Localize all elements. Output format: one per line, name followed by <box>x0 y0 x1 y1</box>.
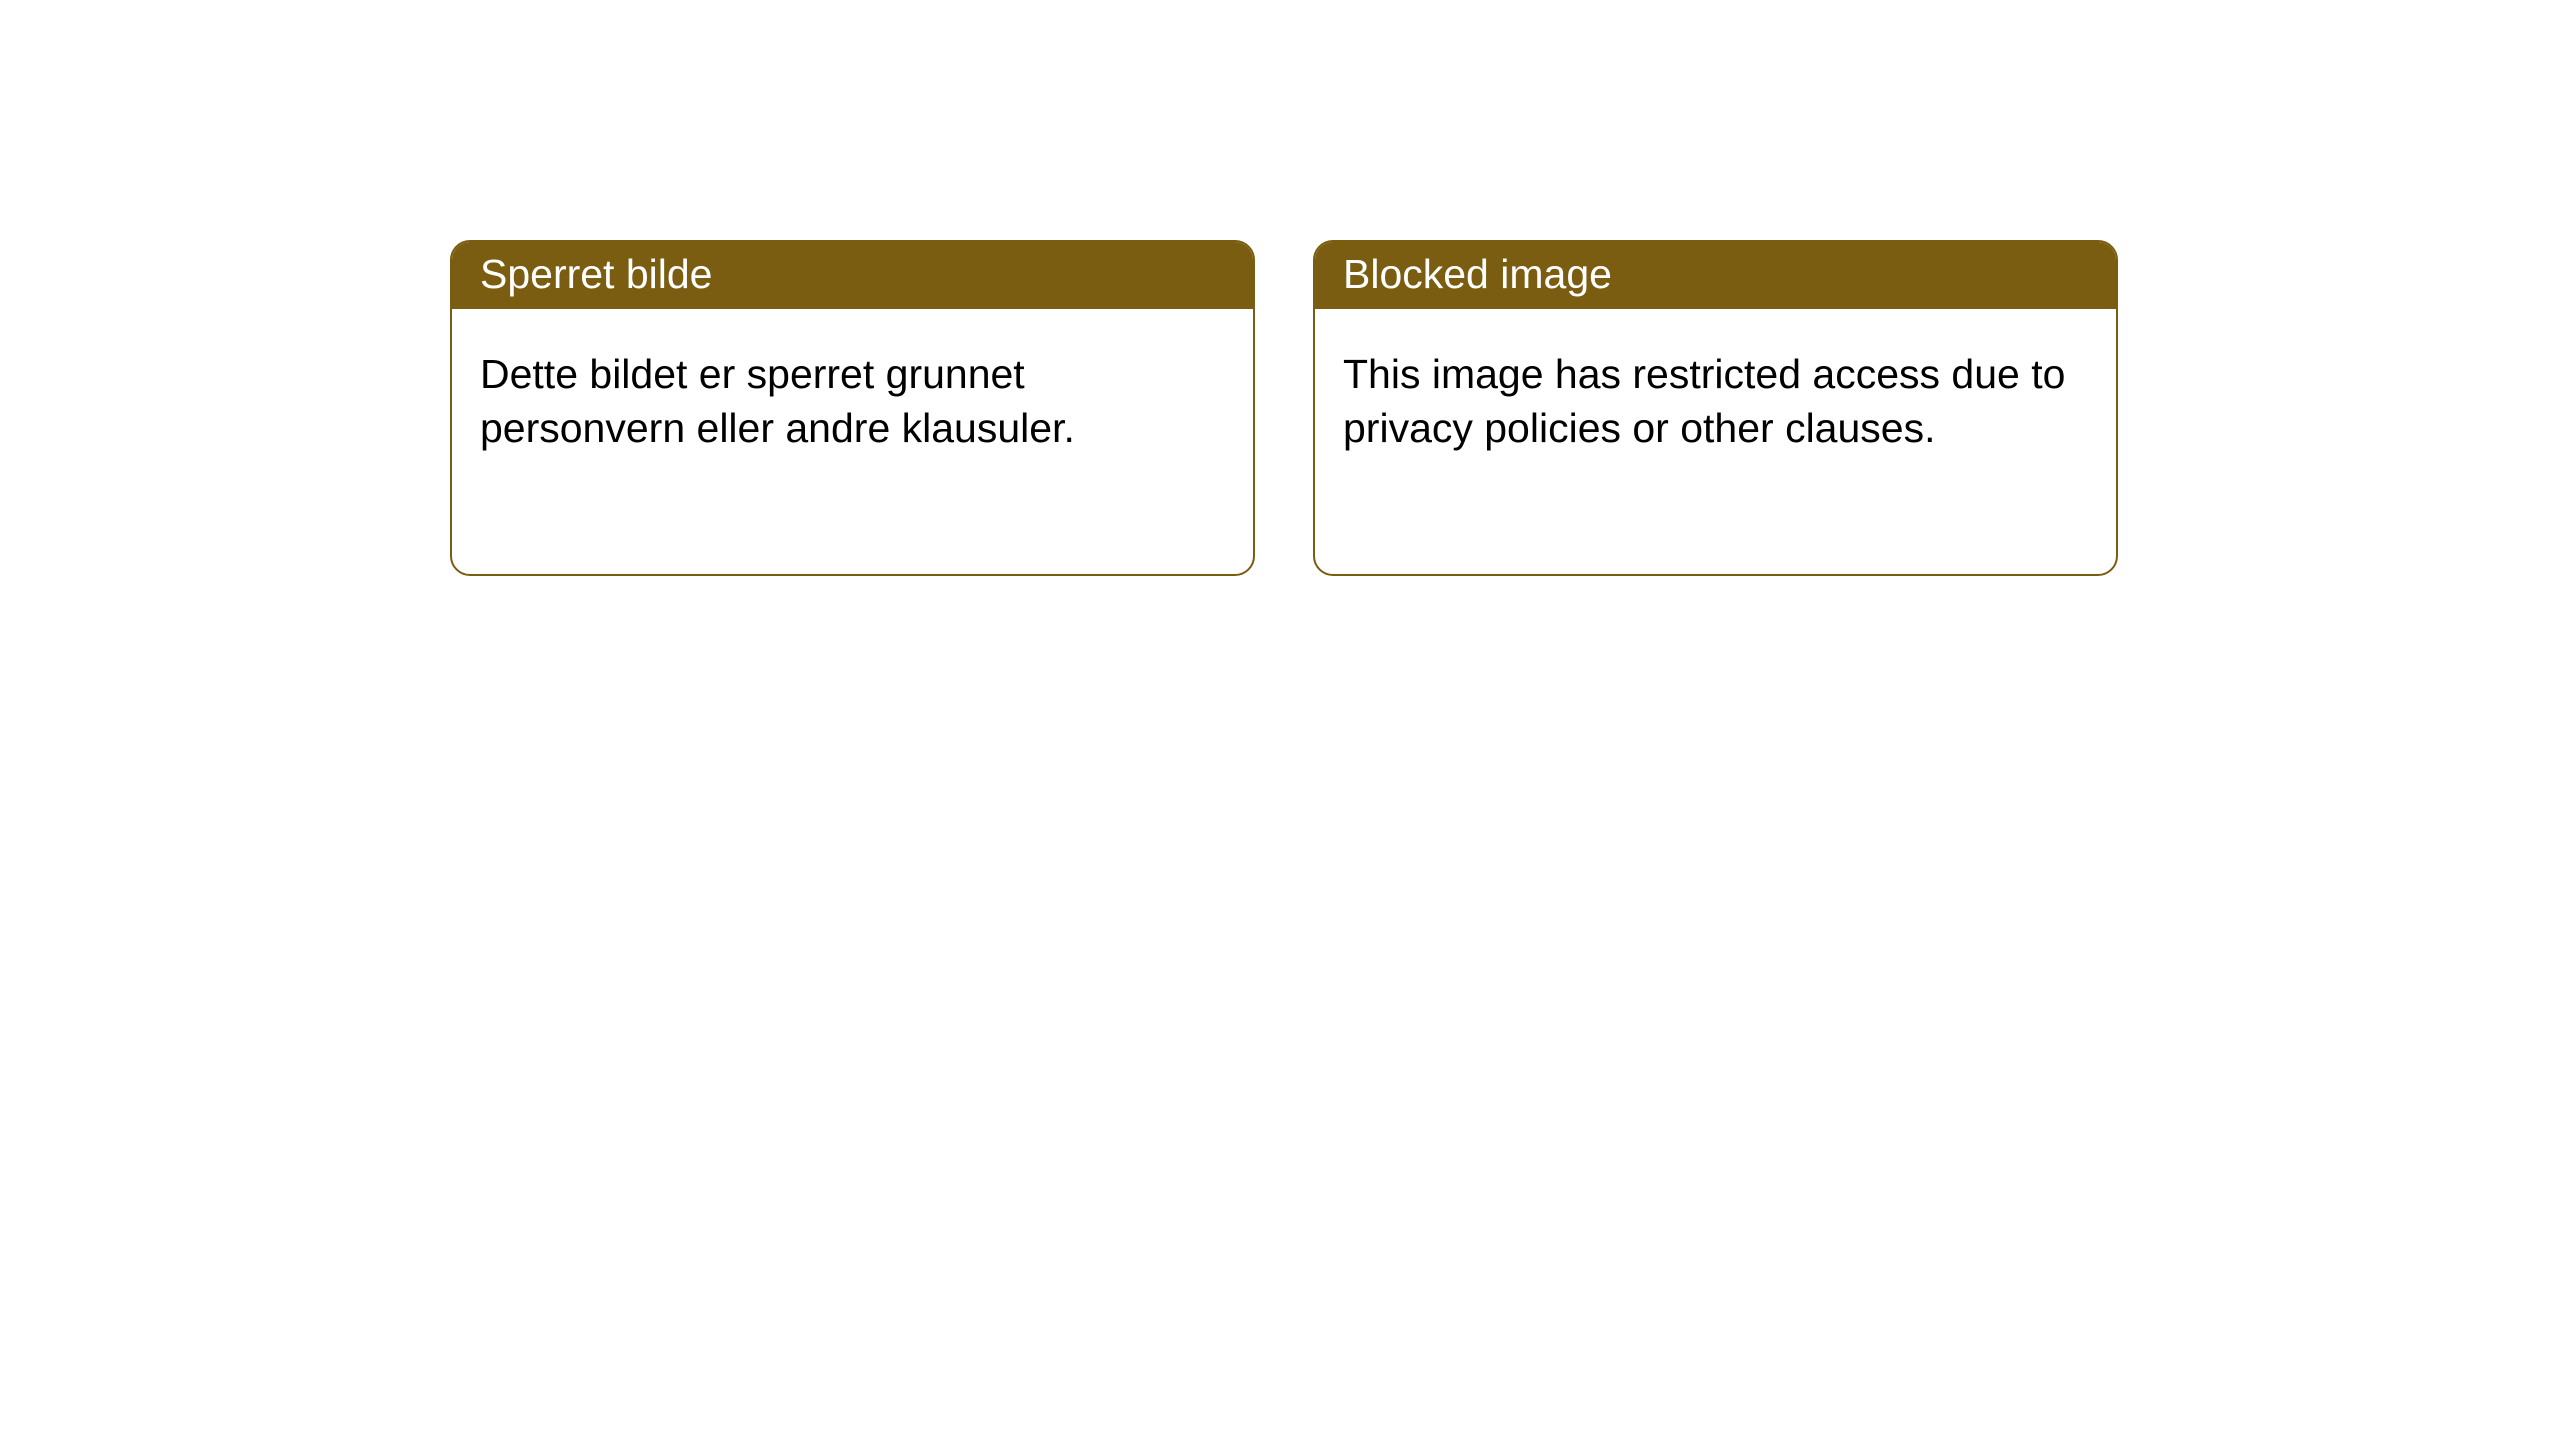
notice-card-norwegian: Sperret bilde Dette bildet er sperret gr… <box>450 240 1255 576</box>
notice-header: Blocked image <box>1315 242 2116 309</box>
notice-container: Sperret bilde Dette bildet er sperret gr… <box>0 0 2560 576</box>
notice-header: Sperret bilde <box>452 242 1253 309</box>
notice-body: Dette bildet er sperret grunnet personve… <box>452 309 1253 483</box>
notice-card-english: Blocked image This image has restricted … <box>1313 240 2118 576</box>
notice-body: This image has restricted access due to … <box>1315 309 2116 483</box>
